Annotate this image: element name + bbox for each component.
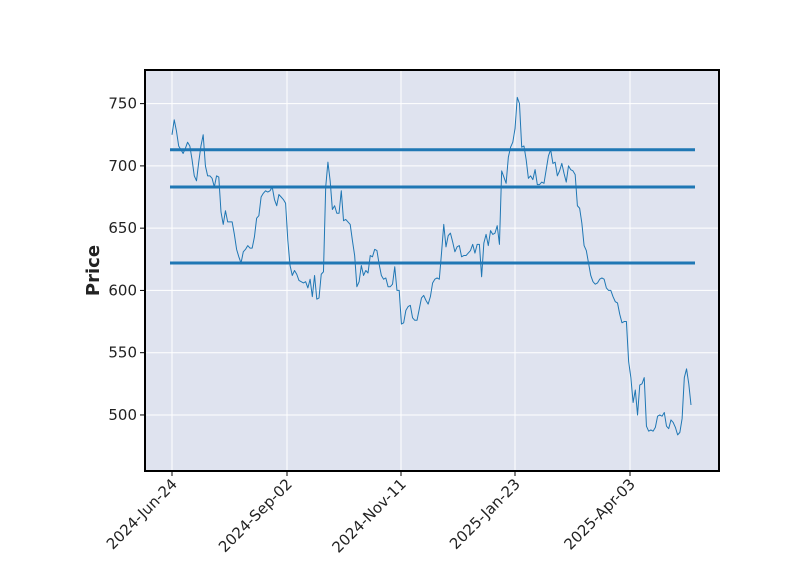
- plot-frame: [144, 69, 720, 472]
- x-tick-label: 2024-Jun-24: [103, 475, 181, 553]
- level-lines: [170, 148, 695, 265]
- y-tick-label: 700: [108, 157, 137, 175]
- x-tick-label: 2025-Apr-03: [561, 475, 639, 553]
- x-tick-label: 2025-Jan-23: [446, 475, 524, 553]
- plot-area: [145, 70, 719, 471]
- y-axis-ticks: 500 550 600 650 700 750: [108, 95, 145, 424]
- y-tick-label: 600: [108, 281, 137, 299]
- series-layer: [171, 96, 692, 436]
- x-tick-label: 2024-Nov-11: [329, 475, 410, 556]
- y-tick-label: 650: [108, 219, 137, 237]
- y-tick-label: 500: [108, 406, 137, 424]
- y-axis-title: Price: [83, 245, 104, 296]
- x-tick-label: 2024-Sep-02: [215, 475, 296, 556]
- x-axis-ticks: 2024-Jun-24 2024-Sep-02 2024-Nov-11 2025-Ja…: [103, 471, 639, 556]
- y-tick-label: 750: [108, 95, 137, 113]
- price-series-line: [171, 96, 692, 436]
- y-tick-label: 550: [108, 344, 137, 362]
- grid-lines: [145, 70, 719, 471]
